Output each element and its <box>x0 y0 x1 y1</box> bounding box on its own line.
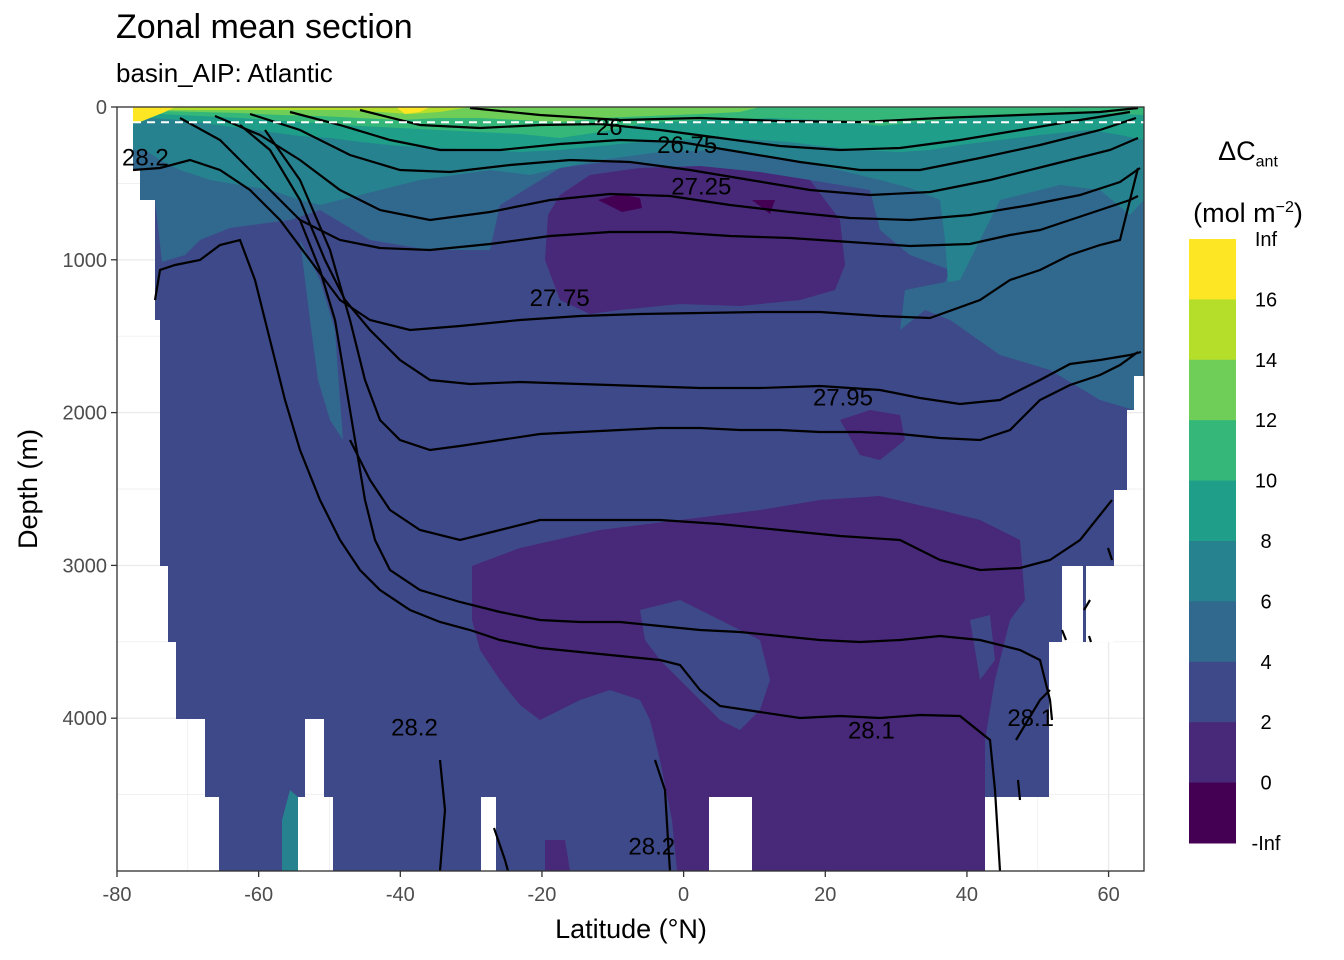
contour-label: 28.1 <box>1007 705 1054 732</box>
y-tick-label: 1000 <box>63 250 108 272</box>
legend-swatch <box>1189 299 1236 361</box>
filled-contours <box>133 107 1144 871</box>
x-tick-label: 20 <box>814 884 836 906</box>
land-mask-north-deep <box>1062 566 1083 642</box>
x-axis: -80 -60 -40 -20 0 20 40 60 <box>103 871 1120 906</box>
legend-swatch <box>1189 359 1236 421</box>
contour-label: 28.2 <box>391 714 438 741</box>
band-16-inf <box>133 107 175 122</box>
x-tick-label: 0 <box>678 884 689 906</box>
legend-label: 16 <box>1255 289 1277 311</box>
contour-line <box>132 158 1140 332</box>
legend-labels: Inf 16 14 12 10 8 6 4 2 0 -Inf <box>1252 229 1281 855</box>
band-12-14 <box>133 107 760 122</box>
x-tick-label: 60 <box>1097 884 1119 906</box>
y-tick-label: 2000 <box>63 403 108 425</box>
legend-label: 0 <box>1260 773 1271 795</box>
contour-line <box>289 110 1137 172</box>
contour-labels: 26 26.75 27.25 27.75 27.95 28.2 28.1 28.1 28.2 28… <box>122 114 1054 861</box>
contour-line <box>1016 779 1022 801</box>
contour-label: 26 <box>596 114 623 141</box>
contour-line <box>153 238 1002 871</box>
legend-swatch <box>1189 239 1236 300</box>
band-0-2-lobe <box>840 410 905 460</box>
y-tick-label: 0 <box>96 97 107 119</box>
x-tick-label: -20 <box>528 884 557 906</box>
y-axis-label: Depth (m) <box>13 429 43 549</box>
contour-label: 26.75 <box>657 132 717 159</box>
contour-label: 28.1 <box>848 717 895 744</box>
density-contours <box>132 107 1142 871</box>
contour-line <box>1015 689 1051 741</box>
legend-title-variable: ΔCant <box>1218 136 1278 171</box>
legend-label: 12 <box>1255 410 1277 432</box>
contour-line <box>1060 629 1068 641</box>
legend-label: Inf <box>1255 229 1278 251</box>
y-axis: 0 1000 2000 3000 4000 <box>63 97 117 730</box>
contour-label: 28.2 <box>628 834 675 861</box>
contour-line <box>214 114 1141 222</box>
contour-label: 27.95 <box>813 384 873 411</box>
band-16-inf-2 <box>396 107 430 114</box>
contour-line <box>359 108 1131 152</box>
legend-label: -Inf <box>1252 833 1281 855</box>
band-2-4-inclusion-2 <box>970 615 995 680</box>
legend-swatch <box>1189 661 1236 723</box>
chart-title: Zonal mean section <box>116 8 413 46</box>
legend-swatch <box>1189 541 1236 602</box>
contour-line <box>179 117 1139 252</box>
contour-line <box>1087 635 1093 643</box>
x-tick-label: 40 <box>956 884 978 906</box>
legend-swatch <box>1189 782 1236 844</box>
legend-title-unit: (mol m−2) <box>1193 198 1303 229</box>
band-4-6-deep-south <box>300 240 343 440</box>
legend-title: ΔCant (mol m−2) <box>1178 128 1318 236</box>
legend-label: 10 <box>1255 471 1277 493</box>
contour-line <box>249 112 1139 197</box>
contour-line <box>349 439 1113 572</box>
contour-line <box>438 759 447 871</box>
panel-border <box>116 106 1145 872</box>
y-tick-label: 3000 <box>63 555 108 577</box>
contour-line <box>264 129 1139 452</box>
legend-swatch <box>1189 722 1236 784</box>
contour-line <box>492 827 510 871</box>
contour-line <box>239 124 1142 406</box>
contour-line <box>1083 599 1091 611</box>
y-tick-label: 4000 <box>63 708 108 730</box>
contour-label: 27.75 <box>530 285 590 312</box>
legend-label: 4 <box>1260 652 1271 674</box>
legend-label: 6 <box>1260 591 1271 613</box>
contour-line <box>298 219 1054 721</box>
contour-label: 28.2 <box>122 144 169 171</box>
legend-label: 14 <box>1255 350 1277 372</box>
x-tick-label: -60 <box>244 884 273 906</box>
contour-line <box>653 759 672 871</box>
legend-colorbar <box>1189 239 1236 844</box>
contour-line <box>1106 547 1114 561</box>
x-tick-label: -40 <box>386 884 415 906</box>
contour-label: 27.25 <box>671 173 731 200</box>
legend-swatch <box>1189 420 1236 482</box>
legend-swatch <box>1189 601 1236 663</box>
x-tick-label: -80 <box>103 884 132 906</box>
band-14-16 <box>133 107 470 114</box>
land-mask-north-deep-2 <box>1090 566 1114 642</box>
band-0-2-patch <box>545 840 570 871</box>
band-neg-1 <box>598 194 642 212</box>
legend-label: 2 <box>1260 712 1271 734</box>
x-axis-label: Latitude (°N) <box>555 914 707 944</box>
band-6-8-south-col <box>282 790 298 871</box>
chart-subtitle: basin_AIP: Atlantic <box>116 58 333 88</box>
legend-label: 8 <box>1260 531 1271 553</box>
legend-swatch <box>1189 480 1236 542</box>
